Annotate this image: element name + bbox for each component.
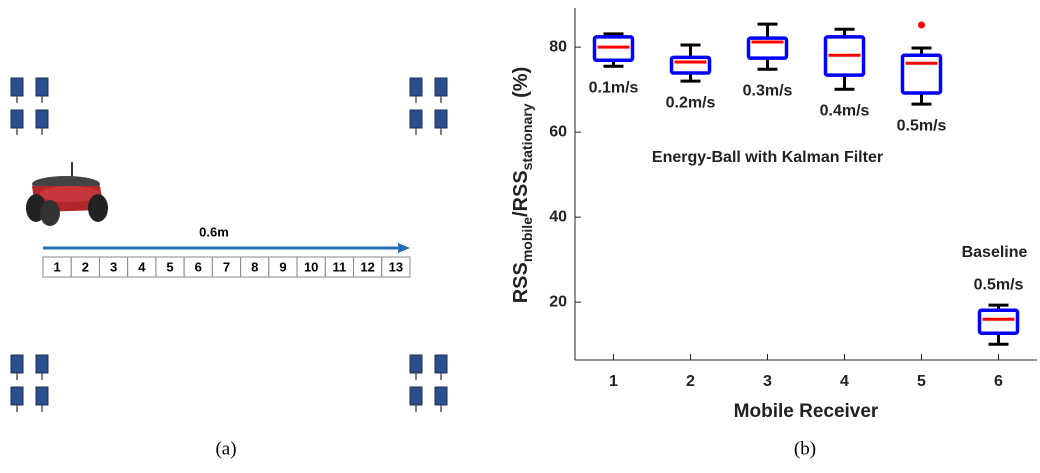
panel (410, 355, 422, 373)
panel (410, 110, 422, 128)
solar-panels (11, 78, 447, 412)
x-tick-label: 1 (609, 373, 618, 390)
distance-label: 0.6m (199, 224, 229, 239)
cell-label: 4 (138, 259, 146, 274)
x-axis-label: Mobile Receiver (734, 401, 879, 422)
y-tick-label: 80 (549, 38, 567, 55)
y-label-part: /RSS (510, 170, 532, 217)
caption: (b) (794, 438, 816, 459)
arrow-head (398, 243, 410, 253)
panel (435, 78, 447, 96)
panel (435, 110, 447, 128)
cell-label: 5 (166, 259, 173, 274)
y-label-sub: mobile (519, 217, 535, 262)
cell-label: 9 (279, 259, 286, 274)
annotation: Energy-Ball with Kalman Filter (652, 149, 883, 166)
cell-label: 3 (110, 259, 117, 274)
cell-label: 10 (304, 259, 318, 274)
x-tick-label: 2 (686, 373, 695, 390)
box-label: 0.1m/s (589, 79, 639, 96)
box-label: 0.5m/s (974, 276, 1024, 293)
y-label-part: RSS (510, 262, 532, 303)
box (980, 310, 1018, 333)
box-label: 0.4m/s (820, 102, 870, 119)
robot (26, 162, 108, 226)
panel (435, 355, 447, 373)
panel (36, 78, 48, 96)
cell-label: 12 (360, 259, 374, 274)
page: {"diagram": {"distance_label": "0.6m", "… (0, 0, 1040, 473)
caption: (a) (215, 438, 236, 459)
annotation: Baseline (962, 244, 1028, 261)
panel (11, 387, 23, 405)
x-tick-label: 5 (917, 373, 926, 390)
panel (410, 387, 422, 405)
y-label-sub: stationary (519, 103, 535, 170)
cell-label: 7 (223, 259, 230, 274)
cell-label: 8 (251, 259, 258, 274)
y-axis-label: RSSmobile/RSSstationary (%) (510, 67, 534, 304)
cell-label: 13 (389, 259, 403, 274)
cell-label: 2 (82, 259, 89, 274)
cell-label: 11 (333, 259, 347, 274)
y-tick-label: 60 (549, 123, 567, 140)
panel (410, 78, 422, 96)
panel (435, 387, 447, 405)
cell-label: 1 (53, 259, 60, 274)
y-tick-label: 20 (549, 293, 567, 310)
panel (11, 110, 23, 128)
box-label: 0.3m/s (743, 82, 793, 99)
panel (36, 387, 48, 405)
box (672, 57, 710, 73)
y-tick-label: 40 (549, 208, 567, 225)
y-label-part: (%) (510, 67, 532, 104)
x-tick-label: 3 (763, 373, 772, 390)
panel (36, 110, 48, 128)
figure: 0.6m (a) (b) Mobile Receiver RSSmobile/R… (0, 0, 1040, 468)
box-label: 0.2m/s (666, 94, 716, 111)
panel (11, 355, 23, 373)
cell-label: 6 (195, 259, 202, 274)
outlier (918, 22, 925, 29)
x-tick-label: 6 (994, 373, 1003, 390)
panel (36, 355, 48, 373)
box-label: 0.5m/s (897, 117, 947, 134)
x-tick-label: 4 (840, 373, 849, 390)
box (903, 55, 941, 93)
panel (11, 78, 23, 96)
